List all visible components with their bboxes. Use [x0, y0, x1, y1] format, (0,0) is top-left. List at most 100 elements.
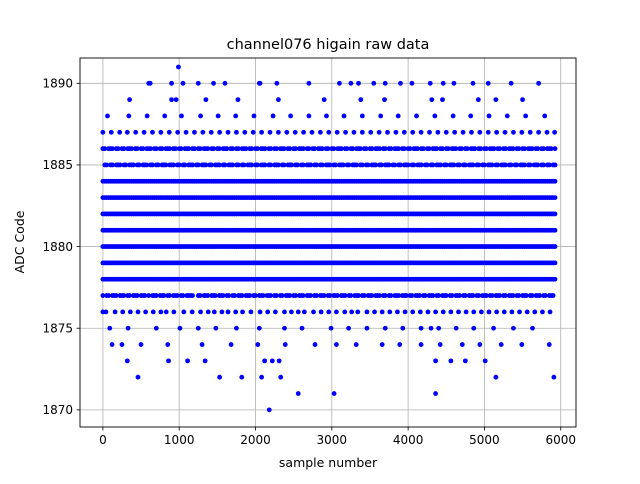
data-point [433, 391, 438, 396]
data-point [253, 293, 258, 298]
data-point [279, 293, 285, 298]
data-point [535, 162, 541, 168]
data-point [378, 113, 384, 119]
data-point [259, 129, 265, 135]
data-point [158, 129, 164, 135]
data-point [470, 80, 476, 86]
data-point [523, 113, 529, 119]
data-point [350, 146, 356, 152]
data-point [235, 146, 241, 152]
data-point [176, 64, 181, 70]
data-point [203, 162, 209, 168]
data-point [289, 162, 295, 168]
data-point [433, 309, 438, 315]
data-point [437, 342, 443, 347]
data-point [552, 260, 558, 266]
data-point [259, 374, 265, 380]
data-point [211, 80, 216, 86]
data-point [183, 129, 189, 135]
data-point [287, 146, 293, 152]
x-tick-label: 5000 [469, 433, 500, 447]
data-point [436, 325, 442, 331]
data-point [228, 342, 234, 347]
data-point [426, 146, 432, 152]
data-point [470, 293, 476, 298]
data-point [318, 309, 324, 315]
data-point [299, 325, 305, 331]
data-point [257, 309, 263, 315]
data-point [462, 358, 468, 364]
data-point [397, 342, 403, 347]
data-point [532, 309, 538, 315]
data-point [169, 97, 174, 103]
data-point [451, 162, 457, 168]
data-point [552, 227, 558, 233]
data-point [440, 97, 445, 103]
data-point [369, 293, 375, 298]
data-point [497, 146, 503, 152]
data-point [495, 162, 501, 168]
data-point [425, 309, 431, 315]
data-point [448, 309, 454, 315]
data-point [476, 293, 482, 298]
data-point [359, 162, 365, 168]
data-point [438, 162, 443, 168]
data-point [224, 146, 230, 152]
data-point [493, 97, 499, 103]
data-point [235, 97, 241, 103]
data-point [382, 293, 388, 298]
data-point [450, 113, 456, 119]
data-point [110, 146, 115, 152]
data-point [158, 309, 164, 315]
data-point [144, 113, 150, 119]
data-point [119, 342, 125, 347]
data-point [117, 162, 123, 168]
data-point [140, 146, 146, 152]
data-point [126, 113, 132, 119]
y-tick-label: 1890 [42, 77, 73, 91]
x-axis-label: sample number [279, 455, 378, 470]
data-point [331, 391, 337, 396]
data-point [153, 293, 159, 298]
data-point [440, 146, 445, 152]
data-point [217, 129, 223, 135]
data-point [292, 129, 298, 135]
data-point [522, 146, 527, 152]
data-point [353, 342, 359, 347]
data-point [141, 129, 147, 135]
data-point [392, 162, 398, 168]
data-point [243, 146, 249, 152]
data-point [166, 358, 171, 364]
data-point [300, 146, 306, 152]
data-point [400, 325, 406, 331]
data-point [401, 129, 407, 135]
data-point [169, 80, 174, 86]
data-point [540, 309, 545, 315]
data-point [147, 80, 153, 86]
data-point [356, 80, 361, 86]
x-tick-label: 0 [99, 433, 107, 447]
data-point [276, 129, 281, 135]
data-point [219, 309, 225, 315]
x-tick-label: 6000 [545, 433, 576, 447]
y-axis-label: ADC Code [12, 210, 27, 273]
data-point [457, 162, 463, 168]
data-points [100, 64, 558, 413]
data-point [516, 293, 522, 298]
data-point [372, 309, 377, 315]
data-point [551, 374, 557, 380]
data-point [547, 309, 553, 315]
data-point [348, 293, 354, 298]
data-point [475, 97, 481, 103]
data-point [177, 325, 183, 331]
data-point [411, 162, 417, 168]
data-point [443, 293, 449, 298]
data-point [301, 309, 307, 315]
data-point [186, 146, 192, 152]
data-point [272, 309, 278, 315]
data-point [293, 146, 298, 152]
data-point [295, 162, 300, 168]
data-point [365, 162, 371, 168]
data-point [161, 293, 167, 298]
data-point [308, 293, 314, 298]
